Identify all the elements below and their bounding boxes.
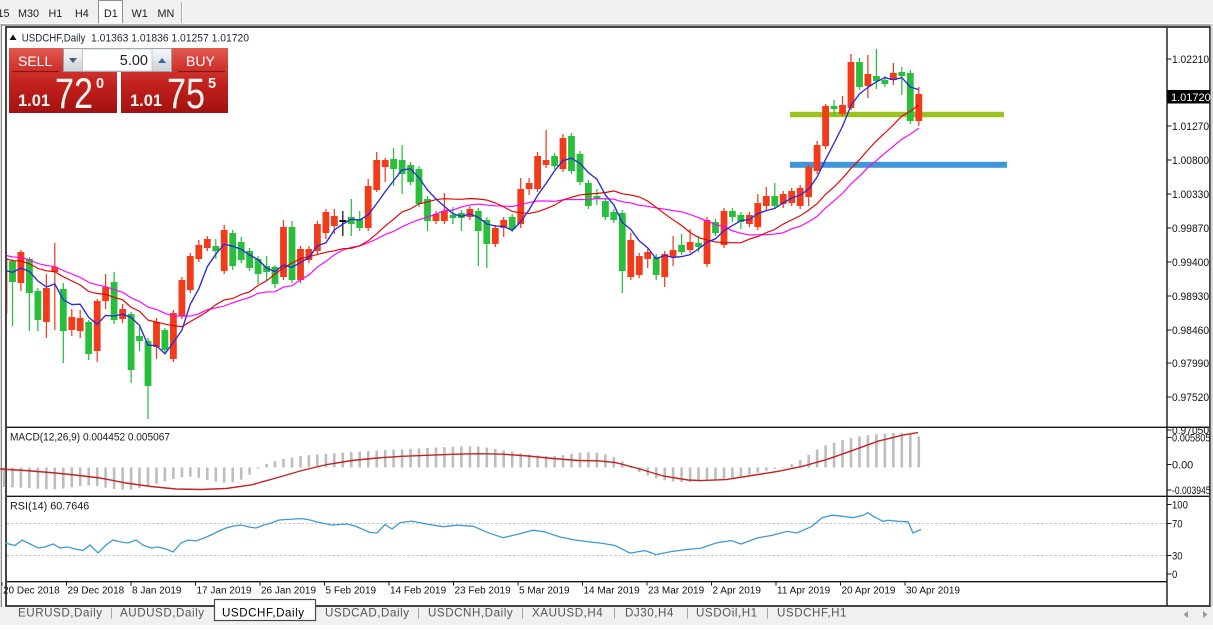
- svg-text:|: |: [766, 607, 769, 619]
- svg-text:30: 30: [1172, 551, 1183, 563]
- svg-text:14 Mar 2019: 14 Mar 2019: [584, 586, 641, 597]
- svg-text:|: |: [417, 607, 420, 619]
- svg-text:30 Apr 2019: 30 Apr 2019: [906, 586, 960, 597]
- svg-text:5: 5: [208, 76, 216, 92]
- svg-text:H1: H1: [49, 8, 63, 20]
- svg-text:72: 72: [55, 70, 93, 118]
- svg-text:AUDUSD,Daily: AUDUSD,Daily: [120, 607, 205, 620]
- svg-text:RSI(14) 60.7646: RSI(14) 60.7646: [10, 501, 89, 513]
- svg-text:|: |: [110, 607, 113, 619]
- svg-text:MACD(12,26,9) 0.004452 0.00506: MACD(12,26,9) 0.004452 0.005067: [10, 432, 170, 444]
- svg-text:5.00: 5.00: [120, 53, 148, 69]
- svg-text:0.97520: 0.97520: [1172, 392, 1209, 404]
- svg-text:8 Jan 2019: 8 Jan 2019: [132, 586, 182, 597]
- svg-text:DJ30,H4: DJ30,H4: [625, 607, 674, 620]
- svg-text:USDOil,H1: USDOil,H1: [696, 607, 758, 620]
- svg-text:H4: H4: [75, 8, 89, 20]
- svg-text:1.00330: 1.00330: [1172, 189, 1209, 201]
- svg-text:SELL: SELL: [18, 53, 52, 69]
- svg-text:MN: MN: [158, 8, 175, 20]
- svg-text:26 Jan 2019: 26 Jan 2019: [261, 586, 316, 597]
- svg-text:2 Apr 2019: 2 Apr 2019: [713, 586, 762, 597]
- svg-text:0.00: 0.00: [1172, 460, 1193, 472]
- svg-text:USDCHF,H1: USDCHF,H1: [777, 607, 847, 620]
- svg-text:23 Feb 2019: 23 Feb 2019: [455, 586, 512, 597]
- svg-text:1.01363 1.01836 1.01257 1.0172: 1.01363 1.01836 1.01257 1.01720: [91, 32, 249, 44]
- svg-text:0.97990: 0.97990: [1172, 358, 1209, 370]
- svg-text:0.98460: 0.98460: [1172, 325, 1209, 337]
- svg-text:29 Dec 2018: 29 Dec 2018: [68, 586, 125, 597]
- svg-text:USDCHF,Daily: USDCHF,Daily: [222, 607, 305, 620]
- svg-text:100: 100: [1172, 500, 1188, 512]
- svg-text:USDCAD,Daily: USDCAD,Daily: [325, 607, 410, 620]
- svg-text:1.01270: 1.01270: [1172, 121, 1209, 133]
- svg-text:0: 0: [96, 76, 104, 92]
- svg-text:0.98930: 0.98930: [1172, 291, 1209, 303]
- svg-text:1.01: 1.01: [18, 92, 50, 110]
- svg-text:5 Mar 2019: 5 Mar 2019: [519, 586, 570, 597]
- svg-text:20 Apr 2019: 20 Apr 2019: [842, 586, 896, 597]
- svg-text:23 Mar 2019: 23 Mar 2019: [648, 586, 705, 597]
- svg-text:20 Dec 2018: 20 Dec 2018: [3, 586, 60, 597]
- svg-text:70: 70: [1172, 519, 1183, 531]
- svg-text:1.01: 1.01: [130, 92, 162, 110]
- svg-text:BUY: BUY: [186, 53, 215, 69]
- svg-text:17 Jan 2019: 17 Jan 2019: [197, 586, 252, 597]
- svg-text:W1: W1: [132, 8, 148, 20]
- svg-text:-0.003945: -0.003945: [1172, 485, 1211, 497]
- svg-text:XAUUSD,H4: XAUUSD,H4: [532, 607, 603, 620]
- svg-text:0.99870: 0.99870: [1172, 223, 1209, 235]
- svg-text:0: 0: [1172, 569, 1177, 581]
- svg-text:|: |: [521, 607, 524, 619]
- svg-text:5 Feb 2019: 5 Feb 2019: [326, 586, 377, 597]
- svg-text:D1: D1: [104, 8, 118, 20]
- svg-text:75: 75: [167, 70, 205, 118]
- svg-text:1.00800: 1.00800: [1172, 155, 1209, 167]
- svg-text:0.97050: 0.97050: [1172, 425, 1209, 437]
- svg-text:1.02210: 1.02210: [1172, 54, 1209, 66]
- svg-text:USDCHF,Daily: USDCHF,Daily: [22, 32, 86, 44]
- svg-text:M30: M30: [18, 8, 39, 20]
- svg-text:1.01720: 1.01720: [1171, 92, 1211, 104]
- svg-text:11 Apr 2019: 11 Apr 2019: [777, 586, 831, 597]
- svg-text:14 Feb 2019: 14 Feb 2019: [390, 586, 447, 597]
- svg-text:0.005805: 0.005805: [1172, 433, 1211, 445]
- svg-text:USDCNH,Daily: USDCNH,Daily: [428, 607, 513, 620]
- svg-text:15: 15: [0, 8, 10, 20]
- svg-text:|: |: [613, 607, 616, 619]
- svg-text:|: |: [686, 607, 689, 619]
- svg-text:EURUSD,Daily: EURUSD,Daily: [18, 607, 103, 620]
- svg-text:0.99400: 0.99400: [1172, 257, 1209, 269]
